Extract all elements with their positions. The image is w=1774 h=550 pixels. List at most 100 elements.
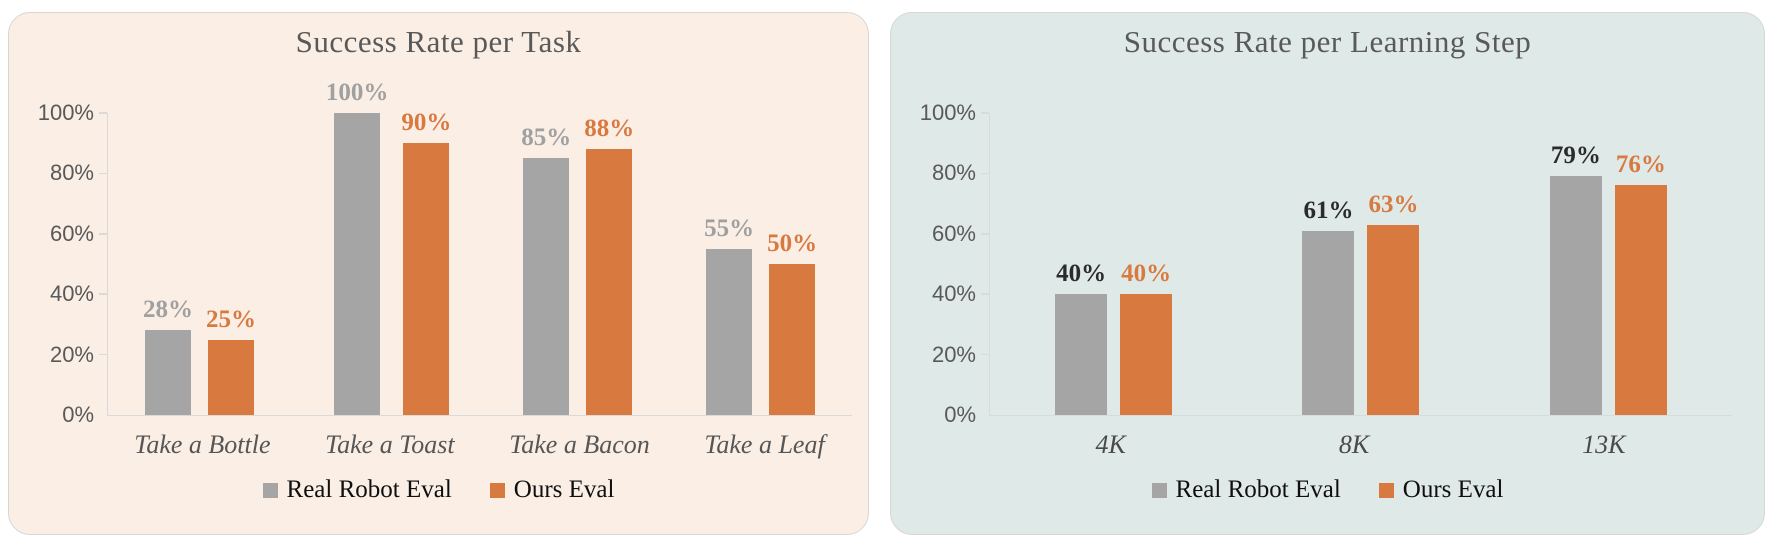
y-axis-tick-label: 100% xyxy=(37,100,94,125)
bar-value-label: 28% xyxy=(142,296,193,324)
bar-real-robot-eval xyxy=(1549,176,1602,415)
chart-panel-success-rate-per-task: Success Rate per Task 0% 20% 40% 60% 80% 100%… xyxy=(8,12,869,535)
y-axis-tick-mark xyxy=(981,112,989,114)
bar-column: 63% xyxy=(1367,190,1420,415)
bar-group: 40% 40% xyxy=(1055,260,1173,415)
legend-entry: Real Robot Eval xyxy=(262,476,452,504)
bar-column: 90% xyxy=(401,109,451,415)
legend-swatch-icon xyxy=(262,482,278,498)
legend-swatch-icon xyxy=(1151,482,1167,498)
y-axis-tick-mark xyxy=(981,293,989,295)
bar-value-label: 85% xyxy=(521,124,572,152)
x-category-label: 13K xyxy=(1582,430,1626,459)
bar-value-label: 25% xyxy=(205,305,256,333)
bar-value-label: 50% xyxy=(767,230,818,257)
x-category-label: 8K xyxy=(1338,430,1370,459)
bar-value-label: 88% xyxy=(584,115,635,143)
y-axis-tick-mark xyxy=(99,233,107,235)
legend-swatch-icon xyxy=(489,482,505,498)
x-category-label: Take a Bacon xyxy=(509,430,650,459)
x-category-label: 4K xyxy=(1095,430,1126,459)
y-axis-tick-label: 40% xyxy=(49,281,94,307)
bar-real-robot-eval xyxy=(1055,294,1108,415)
bar-column: 40% xyxy=(1120,260,1173,415)
bar-group: 61% 63% xyxy=(1302,190,1420,415)
bar-ours-eval xyxy=(1367,224,1420,415)
chart-title: Success Rate per Task xyxy=(295,24,582,59)
bar-value-label: 63% xyxy=(1368,190,1419,218)
bar-column: 76% xyxy=(1614,151,1667,415)
bar-value-label: 40% xyxy=(1121,260,1172,288)
x-category-label: Take a Bottle xyxy=(134,430,271,459)
bar-real-robot-eval xyxy=(334,113,381,415)
bar-group: 28% 25% xyxy=(143,296,256,415)
legend-entry: Ours Eval xyxy=(489,476,615,504)
y-axis-tick-mark xyxy=(981,233,989,235)
bar-value-label: 55% xyxy=(704,214,755,242)
bars-row: 40% 40% 61% 63% 79% 76% xyxy=(990,113,1732,415)
bar-column: 85% xyxy=(521,124,571,415)
legend-swatch-icon xyxy=(1378,482,1394,498)
legend: Real Robot Eval Ours Eval xyxy=(891,476,1764,504)
y-axis-tick-mark xyxy=(981,353,989,356)
y-axis-tick-label: 20% xyxy=(49,341,94,367)
bar-value-label: 79% xyxy=(1550,142,1601,170)
y-axis-tick-label: 80% xyxy=(49,160,94,186)
bar-group: 85% 88% xyxy=(521,115,634,415)
y-axis-tick-label: 0% xyxy=(62,402,94,427)
y-axis-tick-mark xyxy=(99,353,107,356)
bar-real-robot-eval xyxy=(523,158,570,415)
bar-column: 40% xyxy=(1055,260,1108,415)
bar-column: 55% xyxy=(704,215,754,415)
legend-series-label: Real Robot Eval xyxy=(286,476,452,503)
bar-column: 79% xyxy=(1549,142,1602,415)
legend-entry: Real Robot Eval xyxy=(1151,476,1341,504)
legend-entry: Ours Eval xyxy=(1378,476,1504,504)
bar-value-label: 100% xyxy=(325,79,389,106)
bar-column: 100% xyxy=(325,79,389,415)
legend: Real Robot Eval Ours Eval xyxy=(9,476,868,504)
x-axis-category-labels: 4K 8K 13K xyxy=(989,430,1732,460)
bar-ours-eval xyxy=(207,339,254,415)
chart-panel-success-rate-per-learning-step: Success Rate per Learning Step 0% 20% 40% 6… xyxy=(890,12,1765,535)
bar-ours-eval xyxy=(1614,185,1667,415)
bar-real-robot-eval xyxy=(706,248,753,415)
y-axis-tick-label: 80% xyxy=(931,160,976,186)
y-axis-tick-label: 40% xyxy=(931,281,976,307)
y-axis-tick-mark xyxy=(99,112,107,114)
bar-ours-eval xyxy=(1120,294,1173,415)
bar-real-robot-eval xyxy=(144,330,191,415)
bar-column: 25% xyxy=(205,305,256,415)
y-axis-tick-mark xyxy=(981,172,989,175)
bar-column: 61% xyxy=(1302,197,1355,415)
bar-ours-eval xyxy=(769,264,816,415)
legend-series-label: Real Robot Eval xyxy=(1175,476,1341,503)
x-category-label: Take a Leaf xyxy=(704,430,825,459)
bar-ours-eval xyxy=(586,149,633,415)
bar-real-robot-eval xyxy=(1302,230,1355,415)
chart-title: Success Rate per Learning Step xyxy=(1123,24,1532,59)
y-axis-tick-label: 20% xyxy=(931,341,976,367)
bar-value-label: 90% xyxy=(401,109,452,137)
y-axis-tick-label: 60% xyxy=(49,220,94,246)
bars-row: 28% 25% 100% 90% 85% 88% 55% 50% xyxy=(108,79,852,415)
x-axis-category-labels: Take a Bottle Take a Toast Take a Bacon Tak… xyxy=(107,430,852,460)
bar-group: 100% 90% xyxy=(325,79,451,415)
legend-series-label: Ours Eval xyxy=(513,476,615,503)
y-axis-tick-mark xyxy=(99,172,107,175)
bar-value-label: 76% xyxy=(1615,151,1666,179)
y-axis-tick-label: 60% xyxy=(931,220,976,246)
y-axis-tick-mark xyxy=(99,293,107,295)
bar-value-label: 40% xyxy=(1056,260,1107,288)
bar-group: 55% 50% xyxy=(704,215,817,415)
bar-column: 50% xyxy=(767,230,817,415)
x-category-label: Take a Toast xyxy=(325,430,455,459)
bar-column: 88% xyxy=(584,115,634,415)
legend-series-label: Ours Eval xyxy=(1402,476,1504,503)
bar-ours-eval xyxy=(403,143,450,415)
plot-area: 0% 20% 40% 60% 80% 100% 40% 40% 61% 63% 79% 76% xyxy=(920,102,1732,426)
y-axis-tick-label: 0% xyxy=(944,402,976,427)
plot-area: 0% 20% 40% 60% 80% 100% 28% 25% 100% 90% 85% 88% 55%… xyxy=(38,79,852,426)
bar-column: 28% xyxy=(143,296,193,415)
